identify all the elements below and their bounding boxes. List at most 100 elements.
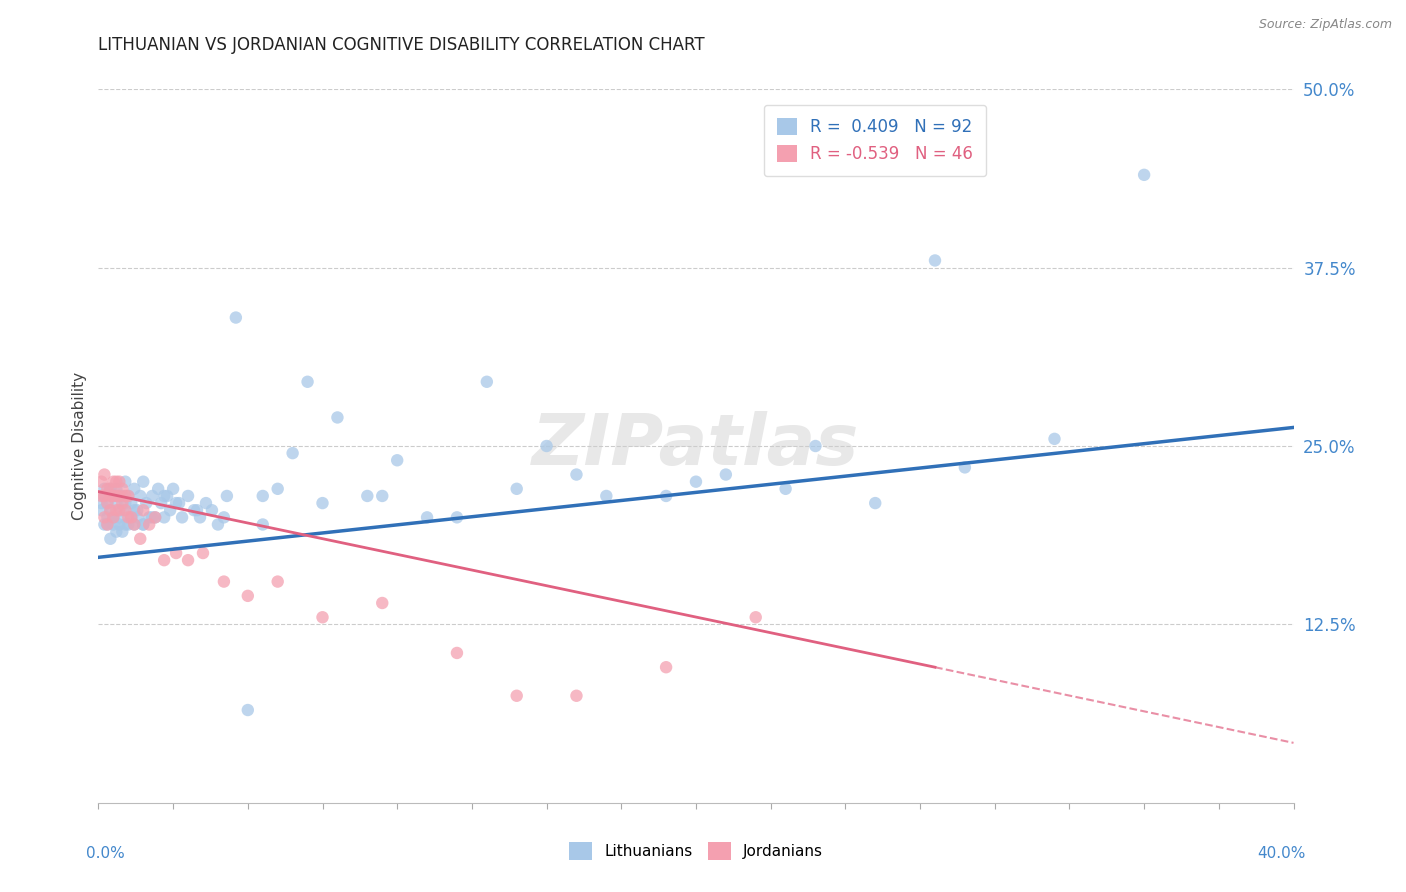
Point <box>1133 168 1156 182</box>
Point <box>117 489 139 503</box>
Point <box>138 517 160 532</box>
Text: LITHUANIAN VS JORDANIAN COGNITIVE DISABILITY CORRELATION CHART: LITHUANIAN VS JORDANIAN COGNITIVE DISABI… <box>98 36 704 54</box>
Point <box>804 439 827 453</box>
Point <box>103 475 125 489</box>
Point <box>103 510 125 524</box>
Point <box>108 510 131 524</box>
Point <box>96 496 118 510</box>
Point <box>111 482 134 496</box>
Point <box>565 467 588 482</box>
Point <box>105 524 128 539</box>
Point <box>114 503 136 517</box>
Text: 40.0%: 40.0% <box>1257 846 1306 861</box>
Point <box>252 489 274 503</box>
Point <box>90 475 112 489</box>
Point <box>148 482 170 496</box>
Point <box>153 510 176 524</box>
Point <box>655 660 678 674</box>
Point <box>105 489 128 503</box>
Point <box>385 453 409 467</box>
Point <box>98 532 122 546</box>
Point <box>98 489 122 503</box>
Point <box>132 503 155 517</box>
Point <box>595 489 617 503</box>
Point <box>117 517 139 532</box>
Point <box>103 489 125 503</box>
Point <box>120 510 142 524</box>
Point <box>177 553 200 567</box>
Point <box>143 510 166 524</box>
Point <box>108 475 131 489</box>
Point <box>132 517 155 532</box>
Point <box>371 596 394 610</box>
Point <box>143 510 166 524</box>
Point <box>93 489 115 503</box>
Point <box>124 517 146 532</box>
Point <box>191 546 214 560</box>
Point <box>111 524 134 539</box>
Point <box>714 467 737 482</box>
Point <box>416 510 439 524</box>
Point <box>111 496 134 510</box>
Point <box>108 489 131 503</box>
Point <box>236 703 259 717</box>
Point <box>252 517 274 532</box>
Point <box>111 489 134 503</box>
Point <box>93 467 115 482</box>
Point <box>207 517 229 532</box>
Point <box>183 503 205 517</box>
Point <box>105 496 128 510</box>
Point <box>120 496 142 510</box>
Point <box>356 489 378 503</box>
Point <box>114 475 136 489</box>
Point <box>129 489 152 503</box>
Point <box>108 517 131 532</box>
Point <box>93 510 115 524</box>
Point <box>775 482 797 496</box>
Point <box>281 446 304 460</box>
Point <box>212 510 235 524</box>
Point <box>297 375 319 389</box>
Point <box>98 482 122 496</box>
Point <box>120 510 142 524</box>
Point <box>111 503 134 517</box>
Point <box>371 489 394 503</box>
Point <box>153 489 176 503</box>
Point <box>195 496 218 510</box>
Point <box>105 475 128 489</box>
Point <box>212 574 235 589</box>
Point <box>96 482 118 496</box>
Point <box>177 489 200 503</box>
Point <box>167 496 190 510</box>
Text: Source: ZipAtlas.com: Source: ZipAtlas.com <box>1258 18 1392 31</box>
Point <box>98 503 122 517</box>
Point <box>565 689 588 703</box>
Point <box>114 489 136 503</box>
Point <box>685 475 707 489</box>
Point <box>96 517 118 532</box>
Point <box>156 489 179 503</box>
Point <box>311 610 333 624</box>
Point <box>215 489 238 503</box>
Point <box>108 503 131 517</box>
Point <box>105 503 128 517</box>
Point <box>188 510 211 524</box>
Point <box>225 310 247 325</box>
Point <box>124 482 146 496</box>
Point <box>129 532 152 546</box>
Point <box>475 375 498 389</box>
Point <box>172 510 194 524</box>
Point <box>267 574 290 589</box>
Point <box>745 610 768 624</box>
Y-axis label: Cognitive Disability: Cognitive Disability <box>72 372 87 520</box>
Point <box>108 489 131 503</box>
Point <box>150 496 173 510</box>
Point <box>105 482 128 496</box>
Point <box>98 482 122 496</box>
Point <box>141 510 163 524</box>
Point <box>153 553 176 567</box>
Point <box>96 517 118 532</box>
Point <box>98 503 122 517</box>
Point <box>96 510 118 524</box>
Legend: Lithuanians, Jordanians: Lithuanians, Jordanians <box>562 836 830 866</box>
